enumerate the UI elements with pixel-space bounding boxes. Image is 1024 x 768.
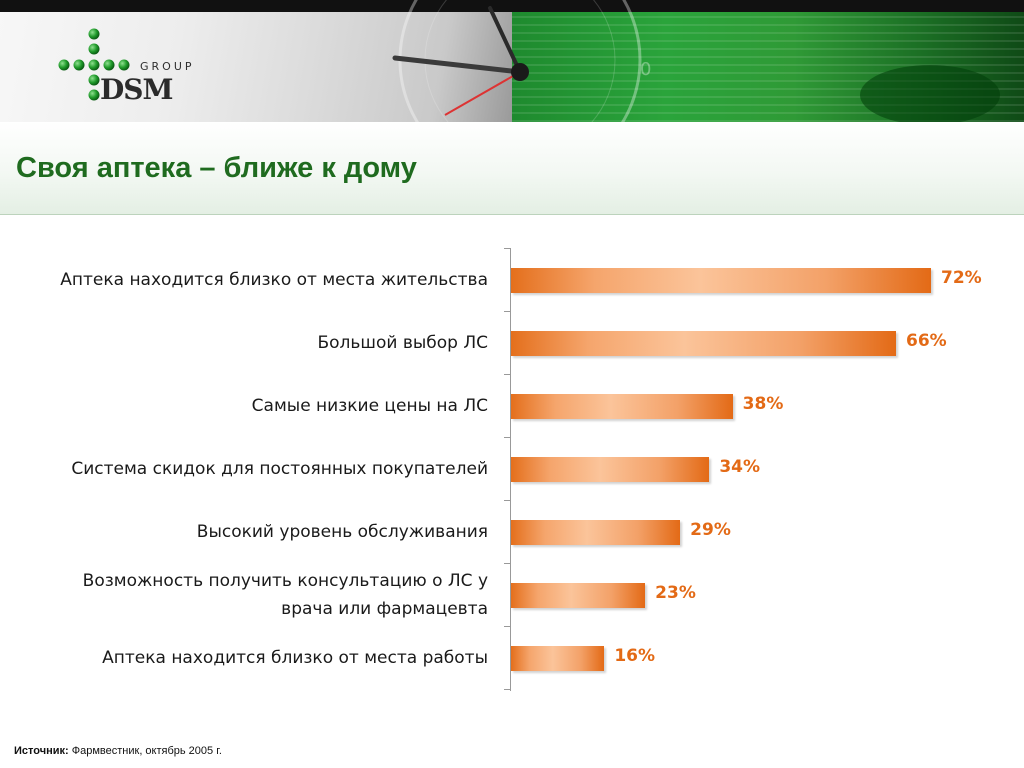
- axis-tick: [504, 563, 510, 564]
- bar: [511, 519, 681, 545]
- bar-chart: Аптека находится близко от места жительс…: [0, 230, 1024, 710]
- category-label: Система скидок для постоянных покупателе…: [71, 459, 488, 479]
- clock-decoration-icon: 0: [392, 0, 1000, 122]
- axis-tick: [504, 626, 510, 627]
- bar: [511, 645, 605, 671]
- data-label: 66%: [906, 331, 947, 351]
- axis-tick: [504, 374, 510, 375]
- category-axis-line: [510, 248, 511, 691]
- data-label: 29%: [690, 520, 731, 540]
- category-label: Аптека находится близко от места жительс…: [60, 270, 488, 290]
- bar: [511, 456, 710, 482]
- axis-tick: [504, 311, 510, 312]
- category-label: Самые низкие цены на ЛС: [251, 396, 488, 416]
- category-label: Большой выбор ЛС: [317, 333, 488, 353]
- axis-tick: [504, 500, 510, 501]
- logo-group-text: GROUP: [140, 60, 195, 73]
- data-label: 16%: [614, 646, 656, 666]
- banner-top-strip: [0, 0, 1024, 12]
- bar: [511, 393, 733, 419]
- category-label: Аптека находится близко от места работы: [102, 648, 488, 668]
- title-band: [0, 122, 1024, 215]
- data-label: 23%: [655, 583, 696, 603]
- logo-dsm-text: DSM: [100, 73, 173, 106]
- data-label: 38%: [742, 394, 784, 414]
- axis-tick: [504, 689, 510, 690]
- axis-tick: [504, 437, 510, 438]
- source-text: Фармвестник, октябрь 2005 г.: [71, 745, 222, 757]
- source-note: Источник: Фармвестник, октябрь 2005 г.: [14, 745, 222, 757]
- bar: [511, 582, 646, 608]
- data-label: 72%: [941, 268, 982, 288]
- svg-text:0: 0: [640, 59, 651, 80]
- axis-tick: [504, 248, 510, 249]
- category-label: Возможность получить консультацию о ЛС у…: [82, 571, 488, 619]
- bar: [511, 267, 931, 293]
- dsm-logo-icon: [58, 28, 130, 101]
- data-label: 34%: [719, 457, 761, 477]
- category-label: Высокий уровень обслуживания: [196, 522, 488, 542]
- page-title: Своя аптека – ближе к дому: [16, 152, 417, 184]
- source-label: Источник:: [14, 745, 69, 757]
- bar: [511, 330, 896, 356]
- header-banner: 0: [0, 0, 1024, 122]
